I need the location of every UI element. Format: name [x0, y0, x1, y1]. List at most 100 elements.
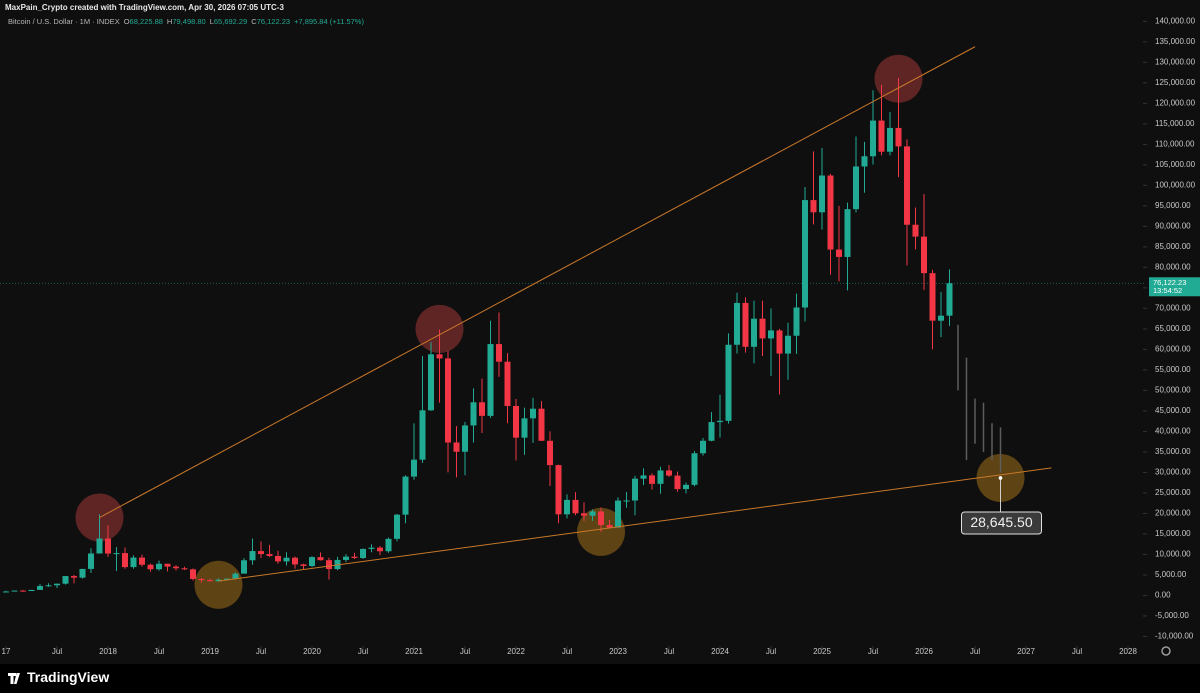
note-point: [998, 476, 1003, 480]
candle-body: [649, 475, 655, 484]
candle-body: [623, 500, 630, 502]
candle-body: [827, 175, 834, 250]
candle-body: [589, 511, 596, 516]
settings-icon[interactable]: [1161, 646, 1171, 656]
candle-body: [572, 499, 579, 514]
candle-body: [368, 547, 375, 549]
candle-body: [190, 569, 196, 579]
y-tick-label: 65,000.00: [1155, 324, 1191, 333]
x-tick-label: Jul: [154, 647, 164, 656]
y-tick-label: 55,000.00: [1155, 365, 1191, 374]
x-tick-label: Jul: [256, 647, 266, 656]
x-tick-label: Jul: [460, 647, 470, 656]
candle-body: [946, 283, 953, 316]
candle-body: [147, 564, 154, 570]
candle-body: [700, 440, 706, 454]
candle-body: [836, 249, 842, 257]
candle-body: [853, 166, 859, 210]
candle-body: [717, 420, 723, 423]
last-price-label: 76,122.23: [1153, 278, 1186, 287]
candle-body: [538, 408, 545, 441]
candle-body: [844, 209, 851, 257]
x-tick-label: 2025: [813, 647, 831, 656]
candle-body: [96, 538, 103, 554]
legend-change: +7,895.84 (+11.57%): [294, 17, 364, 26]
candle-body: [598, 511, 604, 526]
candle-body: [360, 548, 366, 558]
candle-body: [71, 576, 77, 578]
x-tick-label: Jul: [970, 647, 980, 656]
candle-body: [215, 579, 222, 582]
y-tick-label: 60,000.00: [1155, 345, 1191, 354]
candle-body: [45, 585, 52, 587]
y-tick-label: 90,000.00: [1155, 221, 1191, 230]
y-tick-label: 95,000.00: [1155, 201, 1191, 210]
candle-body: [487, 344, 494, 416]
candle-body: [870, 120, 876, 157]
candle-body: [725, 344, 732, 421]
candle-body: [793, 307, 800, 336]
candle-body: [742, 302, 749, 347]
candle-body: [385, 538, 392, 552]
y-tick-label: 20,000.00: [1155, 509, 1191, 518]
last-price-tag: [1149, 277, 1200, 297]
candle-body: [113, 553, 120, 555]
candle-body: [232, 573, 239, 579]
x-tick-label: Jul: [1072, 647, 1082, 656]
candle-body: [555, 465, 562, 515]
y-tick-label: 85,000.00: [1155, 242, 1191, 251]
candle-body: [326, 560, 332, 570]
candle-body: [207, 580, 213, 582]
note-label: 28,645.50: [970, 514, 1032, 530]
candle-body: [377, 547, 383, 552]
candle-body: [139, 557, 145, 565]
y-tick-label: 80,000.00: [1155, 262, 1191, 271]
y-tick-label: 70,000.00: [1155, 304, 1191, 313]
candle-body: [776, 330, 783, 354]
y-tick-label: 125,000.00: [1155, 78, 1196, 87]
candle-body: [436, 354, 443, 359]
y-tick-label: 135,000.00: [1155, 37, 1196, 46]
y-tick-label: 110,000.00: [1155, 139, 1195, 148]
trendline: [218, 467, 1052, 582]
footer: [0, 664, 1200, 693]
y-tick-label: 50,000.00: [1155, 386, 1191, 395]
y-tick-label: 105,000.00: [1155, 160, 1196, 169]
y-tick-label: 0.00: [1155, 591, 1171, 600]
x-tick-label: 2019: [201, 647, 219, 656]
candle-body: [224, 578, 230, 580]
candle-body: [751, 318, 757, 347]
y-tick-label: 15,000.00: [1155, 529, 1191, 538]
candle-body: [759, 318, 766, 339]
legend-value: 76,122.23: [257, 17, 290, 26]
candle-body: [768, 330, 774, 339]
x-tick-label: Jul: [868, 647, 878, 656]
legend-key: L: [210, 17, 214, 26]
y-tick-label: 35,000.00: [1155, 447, 1191, 456]
x-tick-label: 2024: [711, 647, 729, 656]
candle-body: [530, 408, 536, 419]
candle-body: [300, 564, 307, 566]
legend-key: H: [167, 17, 172, 26]
candle-body: [479, 402, 485, 416]
settings-gear[interactable]: [1161, 646, 1171, 656]
candle-body: [453, 442, 460, 452]
candle-body: [632, 478, 638, 501]
x-tick-label: 2020: [303, 647, 321, 656]
trendline: [99, 46, 976, 518]
candle-body: [122, 553, 128, 568]
ohlc-legend: Bitcoin / U.S. Dollar · 1M · INDEX O68,22…: [8, 17, 364, 26]
countdown-label: 13:54:52: [1153, 286, 1182, 295]
candle-body: [37, 586, 43, 590]
candle-body: [802, 200, 808, 308]
candle-body: [521, 418, 528, 438]
candle-body: [819, 175, 825, 213]
candle-body: [28, 589, 35, 592]
watermark: TradingView: [27, 669, 109, 685]
y-tick-label: 40,000.00: [1155, 427, 1191, 436]
highlight-circle: [194, 560, 243, 609]
y-tick-label: 120,000.00: [1155, 98, 1196, 107]
candle-body: [615, 500, 621, 528]
x-tick-label: 2027: [1017, 647, 1035, 656]
